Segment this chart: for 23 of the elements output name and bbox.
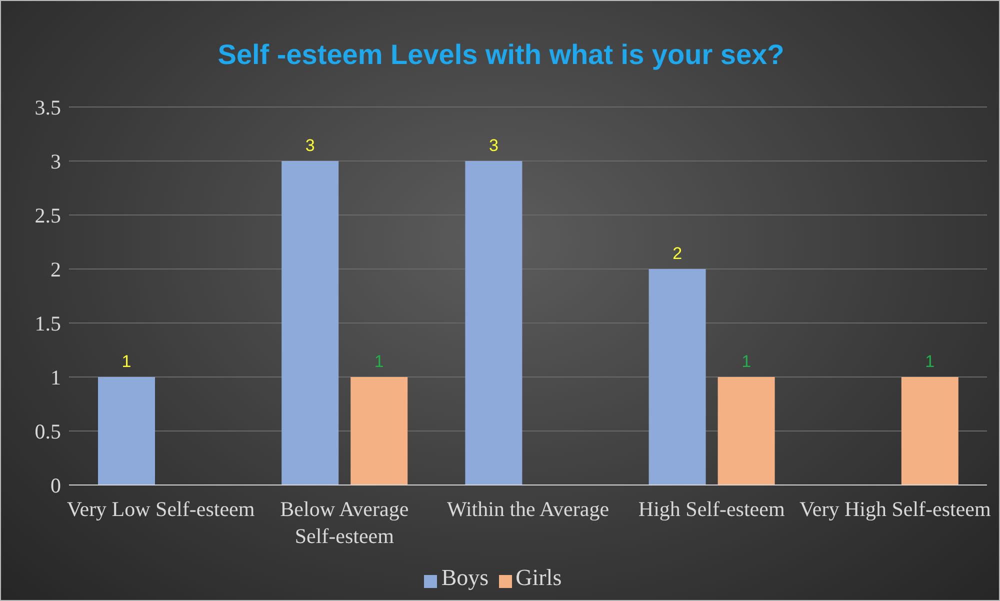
y-tick-label: 1 xyxy=(50,365,61,390)
y-tick-label: 2 xyxy=(50,257,61,282)
data-label: 3 xyxy=(488,136,498,155)
data-label: 1 xyxy=(925,352,935,371)
data-label: 1 xyxy=(122,352,132,371)
data-label: 2 xyxy=(672,244,682,263)
y-tick-label: 3.5 xyxy=(34,95,61,120)
y-tick-label: 3 xyxy=(50,149,61,174)
x-tick-label: Below Average Self-esteem xyxy=(280,496,409,548)
x-tick-label: Very High Self-esteem xyxy=(800,496,991,521)
data-label: 1 xyxy=(742,352,752,371)
data-label: 3 xyxy=(305,136,315,155)
x-tick-label: Within the Average xyxy=(446,496,610,521)
x-tick-label: High Self-esteem xyxy=(638,496,785,521)
chart-title: Self -esteem Levels with what is your sex? xyxy=(216,39,786,71)
y-tick-label: 1.5 xyxy=(34,311,61,336)
legend-label: Girls xyxy=(516,565,562,590)
y-tick-label: 0.5 xyxy=(34,419,61,444)
data-label: 1 xyxy=(374,352,384,371)
y-tick-label: 0 xyxy=(50,473,61,498)
y-tick-label: 2.5 xyxy=(34,203,61,228)
legend-label: Boys xyxy=(441,565,489,590)
x-tick-label: Very Low Self-esteem xyxy=(66,496,255,521)
